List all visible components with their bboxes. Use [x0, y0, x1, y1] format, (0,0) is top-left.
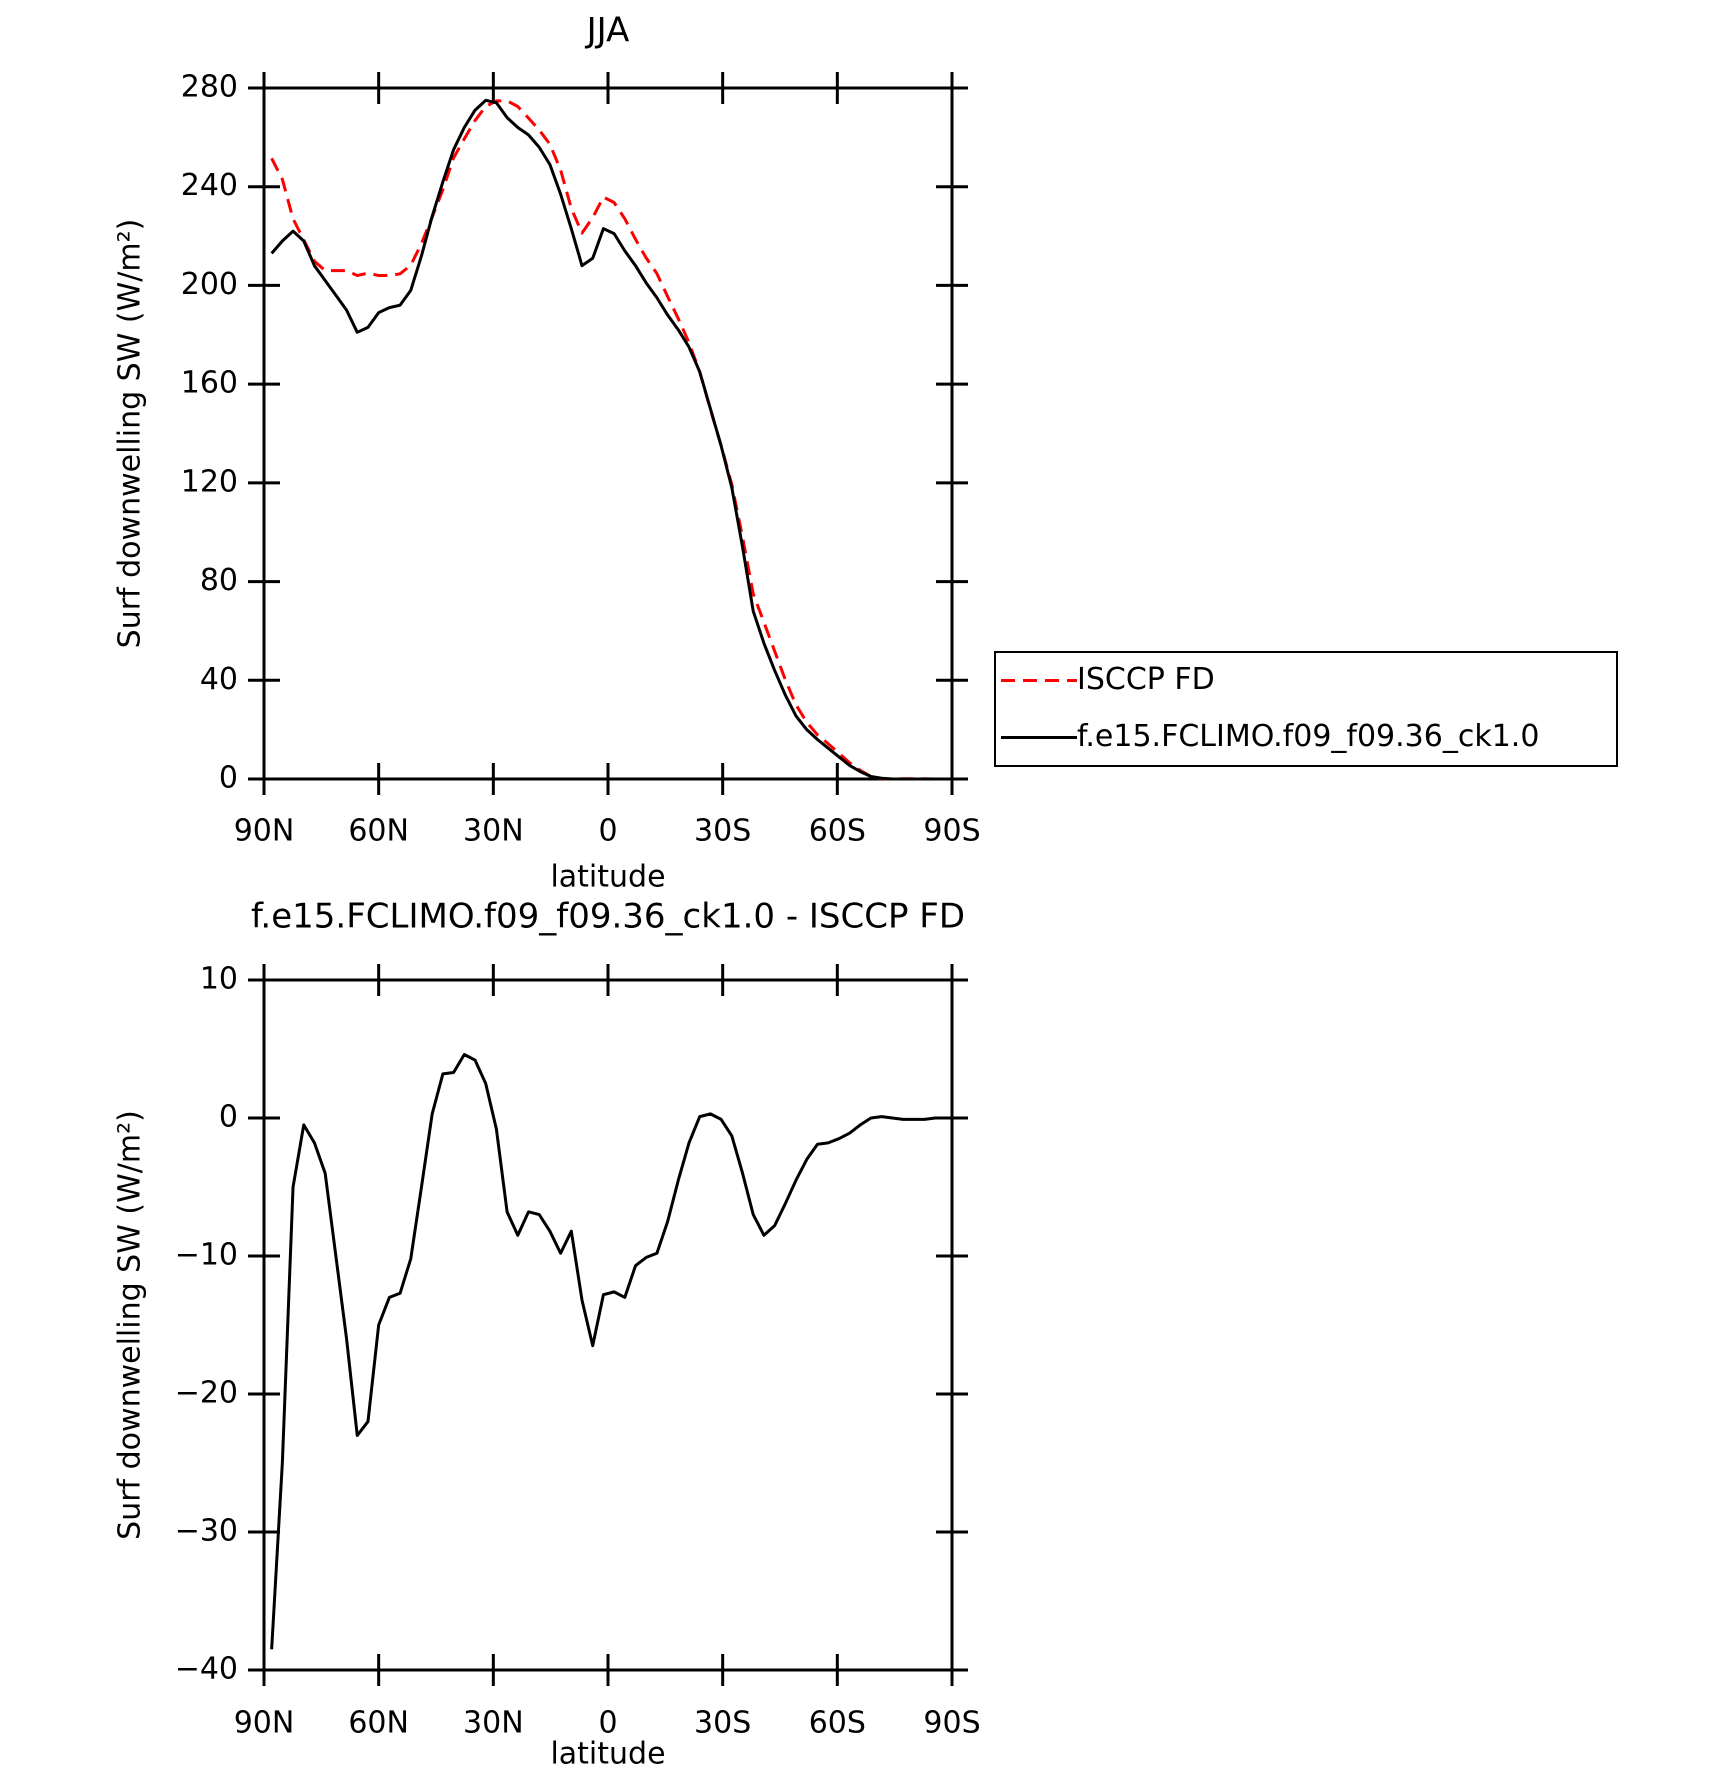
y-tick-label: 80: [200, 563, 238, 598]
legend-label: f.e15.FCLIMO.f09_f09.36_ck1.0: [1077, 719, 1539, 754]
data-line: [270, 1053, 946, 1650]
x-axis-label: latitude: [550, 860, 665, 895]
y-tick-label: 120: [181, 464, 238, 499]
x-tick-label: 90S: [923, 1706, 980, 1741]
data-line: [270, 98, 946, 781]
y-tick-label: 0: [219, 1100, 238, 1135]
x-tick-label: 60S: [809, 814, 866, 849]
x-tick-label: 90N: [234, 814, 295, 849]
x-tick-label: 30N: [463, 814, 524, 849]
legend-label: ISCCP FD: [1077, 662, 1215, 697]
x-tick-label: 60N: [348, 1706, 409, 1741]
plot-frame: [262, 978, 954, 1672]
y-axis-label: Surf downwelling SW (W/m²): [113, 1110, 148, 1540]
data-line: [270, 99, 946, 781]
x-axis-label: latitude: [550, 1737, 665, 1772]
chart-title: f.e15.FCLIMO.f09_f09.36_ck1.0 - ISCCP FD: [251, 897, 965, 937]
x-tick-label: 90S: [923, 814, 980, 849]
y-tick-label: −30: [175, 1514, 238, 1549]
x-tick-label: 0: [598, 814, 617, 849]
x-tick-label: 90N: [234, 1706, 295, 1741]
x-tick-label: 60N: [348, 814, 409, 849]
y-tick-label: 240: [181, 168, 238, 203]
x-tick-label: 0: [598, 1706, 617, 1741]
y-tick-label: −10: [175, 1238, 238, 1273]
plot-frame: [262, 86, 954, 781]
y-tick-label: 280: [181, 70, 238, 105]
y-tick-label: 40: [200, 662, 238, 697]
y-tick-label: 160: [181, 366, 238, 401]
y-tick-label: −20: [175, 1376, 238, 1411]
y-tick-label: 0: [219, 761, 238, 796]
y-tick-label: −40: [175, 1652, 238, 1687]
x-tick-label: 30N: [463, 1706, 524, 1741]
y-axis-label: Surf downwelling SW (W/m²): [113, 219, 148, 649]
x-tick-label: 30S: [694, 1706, 751, 1741]
x-tick-label: 60S: [809, 1706, 866, 1741]
x-tick-label: 30S: [694, 814, 751, 849]
legend-box: [994, 651, 1618, 767]
y-tick-label: 200: [181, 267, 238, 302]
chart-title: JJA: [585, 11, 630, 51]
y-tick-label: 10: [200, 962, 238, 997]
